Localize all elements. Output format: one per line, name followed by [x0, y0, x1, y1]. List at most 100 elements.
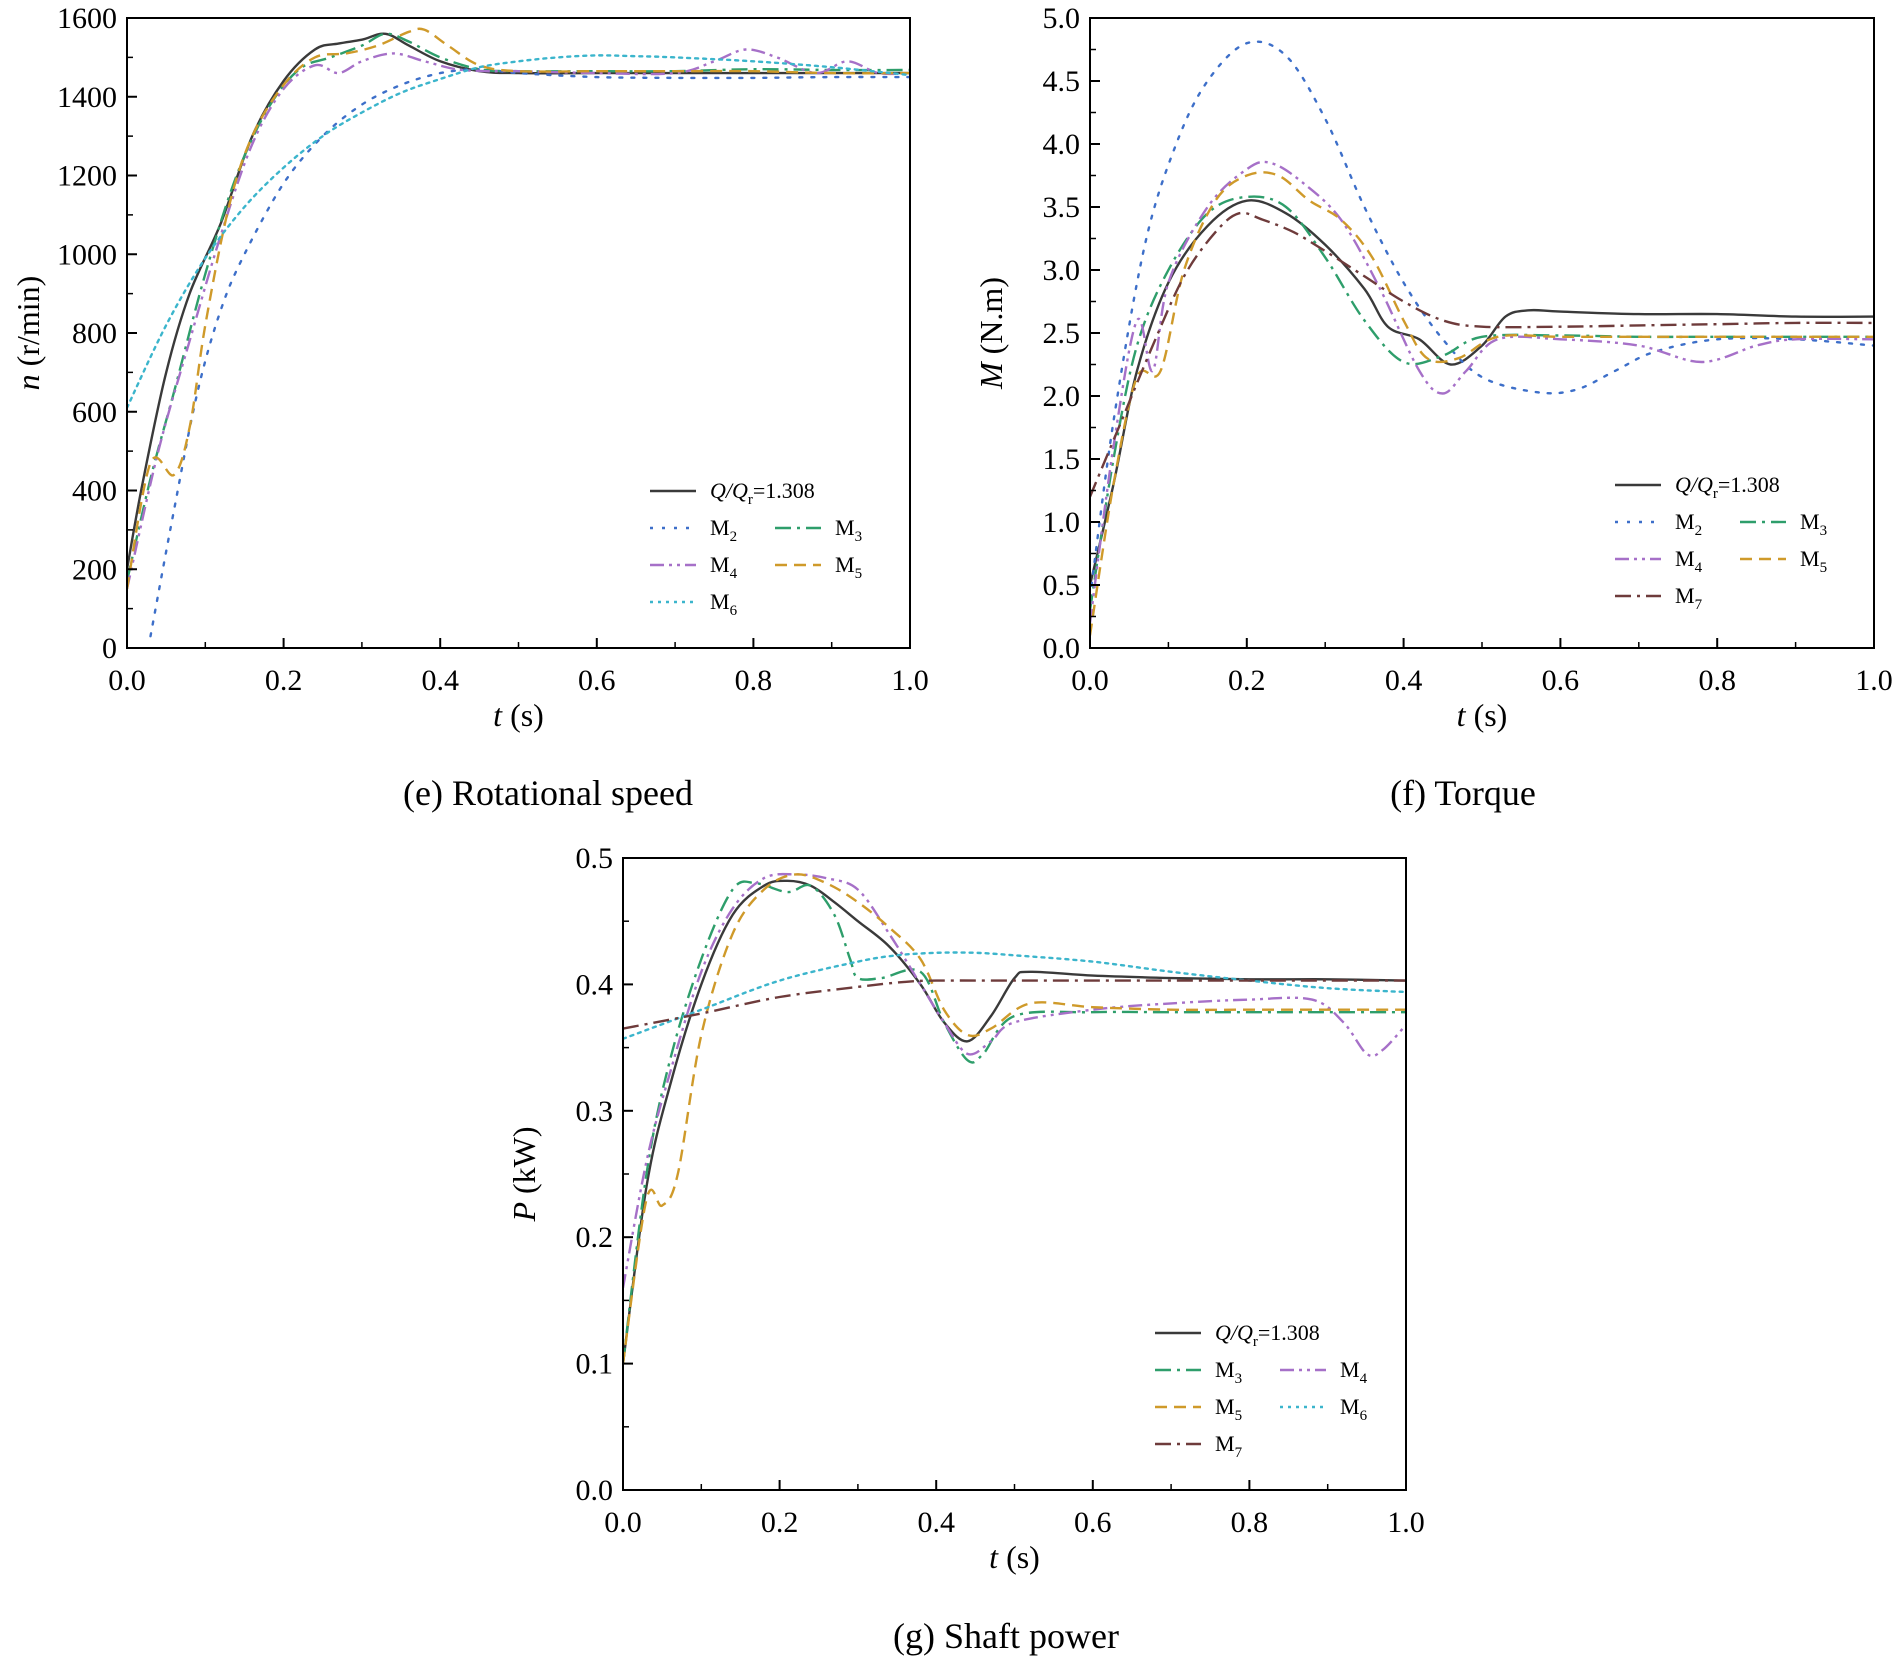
torque-ytick-label-10: 5.0 — [1043, 2, 1081, 35]
power-ylabel-unit: (kW) — [506, 1126, 542, 1202]
power-xtick-label-3: 0.6 — [1074, 1506, 1112, 1539]
torque-series-line-2 — [1090, 195, 1874, 611]
torque-caption: (f) Torque — [1390, 773, 1536, 813]
speed-series-line-3 — [127, 48, 910, 590]
torque-legend-label-sub-3: 4 — [1695, 560, 1703, 576]
torque-legend-label-sub-2: 3 — [1820, 523, 1828, 539]
power-series-line-1 — [623, 880, 1406, 1364]
speed-series-line-1 — [149, 67, 910, 638]
speed-xtick-label-0: 0.0 — [108, 664, 146, 697]
speed-legend-label-sub-1: 2 — [730, 529, 738, 545]
speed-legend-label-main-5: M — [710, 589, 730, 614]
torque-series-group — [1090, 40, 1874, 636]
speed-legend-label-main-0: Q/Q — [710, 478, 748, 503]
torque-ytick-label-8: 4.0 — [1043, 128, 1081, 161]
power-ytick-label-1: 0.1 — [576, 1348, 614, 1381]
speed-legend-label-sub-4: 5 — [855, 566, 863, 582]
power-xtick-label-5: 1.0 — [1387, 1506, 1425, 1539]
speed-ytick-label-7: 1400 — [57, 81, 117, 114]
power-legend-label-sub-3: 5 — [1235, 1408, 1243, 1424]
speed-legend-label-sub-5: 6 — [730, 603, 738, 619]
power-legend-label-sub-2: 4 — [1360, 1371, 1368, 1387]
torque-ylabel-unit: (N.m) — [973, 277, 1009, 362]
power-xtick-label-2: 0.4 — [917, 1506, 955, 1539]
torque-legend-label-main-2: M — [1800, 509, 1820, 534]
power-legend-label-main-0: Q/Q — [1215, 1320, 1253, 1345]
power-legend-label-1: M3 — [1215, 1357, 1242, 1387]
torque-chart: 0.0 0.2 0.4 0.6 0.8 1.0 0.0 0.5 1.0 1.5 2.0 2.5 3.0 3… — [973, 2, 1893, 813]
power-ytick-label-5: 0.5 — [576, 842, 614, 875]
torque-ytick-label-2: 1.0 — [1043, 506, 1081, 539]
power-legend-label-4: M6 — [1340, 1394, 1368, 1424]
speed-plot-frame — [126, 17, 911, 649]
torque-legend-label-1: M2 — [1675, 509, 1702, 539]
torque-ylabel: M (N.m) — [973, 277, 1009, 390]
speed-legend-label-sub-2: 3 — [855, 529, 863, 545]
power-series-group — [623, 872, 1406, 1364]
speed-xlabel-var: t — [493, 697, 503, 733]
torque-legend-label-0: Q/Qr=1.308 — [1675, 472, 1780, 502]
power-ytick-label-3: 0.3 — [576, 1095, 614, 1128]
power-xlabel-var: t — [989, 1539, 999, 1575]
power-ylabel-var: P — [506, 1202, 542, 1223]
speed-legend-label-2: M3 — [835, 515, 862, 545]
speed-legend-label-3: M4 — [710, 552, 738, 582]
torque-legend-label-main-3: M — [1675, 546, 1695, 571]
speed-legend-label-sub-3: 4 — [730, 566, 738, 582]
power-series-line-2 — [623, 872, 1406, 1289]
speed-ytick-label-2: 400 — [72, 475, 117, 508]
torque-xtick-label-3: 0.6 — [1542, 664, 1580, 697]
torque-legend-label-main-0: Q/Q — [1675, 472, 1713, 497]
torque-ytick-label-0: 0.0 — [1043, 632, 1081, 665]
speed-series-group — [127, 27, 910, 638]
torque-series-line-1 — [1090, 40, 1874, 599]
speed-ytick-label-4: 800 — [72, 317, 117, 350]
torque-ylabel-var: M — [973, 360, 1009, 390]
power-series-line-0 — [623, 879, 1406, 1364]
speed-legend-label-main-2: M — [835, 515, 855, 540]
speed-legend-label-1: M2 — [710, 515, 737, 545]
speed-series-line-4 — [127, 27, 910, 590]
power-legend-label-main-1: M — [1215, 1357, 1235, 1382]
speed-ytick-label-3: 600 — [72, 396, 117, 429]
power-series-line-3 — [623, 873, 1406, 1364]
speed-legend-label-main-3: M — [710, 552, 730, 577]
speed-xlabel-unit: (s) — [502, 697, 544, 733]
speed-ytick-label-8: 1600 — [57, 2, 117, 35]
torque-ytick-label-7: 3.5 — [1043, 191, 1081, 224]
speed-xtick-label-5: 1.0 — [891, 664, 929, 697]
torque-legend-label-3: M4 — [1675, 546, 1703, 576]
power-xtick-label-1: 0.2 — [761, 1506, 799, 1539]
torque-xtick-label-4: 0.8 — [1698, 664, 1736, 697]
speed-series-line-5 — [127, 54, 910, 409]
power-legend-label-sub-0: r — [1253, 1334, 1258, 1350]
speed-legend-label-rest-0: =1.308 — [753, 478, 815, 503]
torque-legend-label-sub-5: 7 — [1695, 597, 1703, 613]
torque-legend-label-sub-4: 5 — [1820, 560, 1828, 576]
power-caption: (g) Shaft power — [893, 1616, 1119, 1656]
speed-xlabel: t (s) — [493, 697, 544, 733]
speed-xtick-label-4: 0.8 — [735, 664, 773, 697]
speed-ylabel-unit: (r/min) — [10, 276, 46, 375]
speed-ytick-label-0: 0 — [102, 632, 117, 665]
power-xtick-label-0: 0.0 — [604, 1506, 642, 1539]
power-series-line-4 — [623, 951, 1406, 1040]
power-xlabel: t (s) — [989, 1539, 1040, 1575]
torque-xtick-label-0: 0.0 — [1071, 664, 1109, 697]
torque-legend-label-2: M3 — [1800, 509, 1827, 539]
power-xtick-label-4: 0.8 — [1231, 1506, 1269, 1539]
torque-series-line-0 — [1090, 199, 1874, 586]
power-legend-label-3: M5 — [1215, 1394, 1242, 1424]
speed-ytick-label-6: 1200 — [57, 160, 117, 193]
speed-legend-label-0: Q/Qr=1.308 — [710, 478, 815, 508]
power-legend-label-main-2: M — [1340, 1357, 1360, 1382]
power-ytick-label-2: 0.2 — [576, 1221, 614, 1254]
torque-series-line-3 — [1090, 160, 1874, 623]
power-legend-label-sub-1: 3 — [1235, 1371, 1243, 1387]
speed-legend-label-main-4: M — [835, 552, 855, 577]
speed-ytick-label-5: 1000 — [57, 238, 117, 271]
power-legend-label-main-4: M — [1340, 1394, 1360, 1419]
speed-legend-label-5: M6 — [710, 589, 738, 619]
